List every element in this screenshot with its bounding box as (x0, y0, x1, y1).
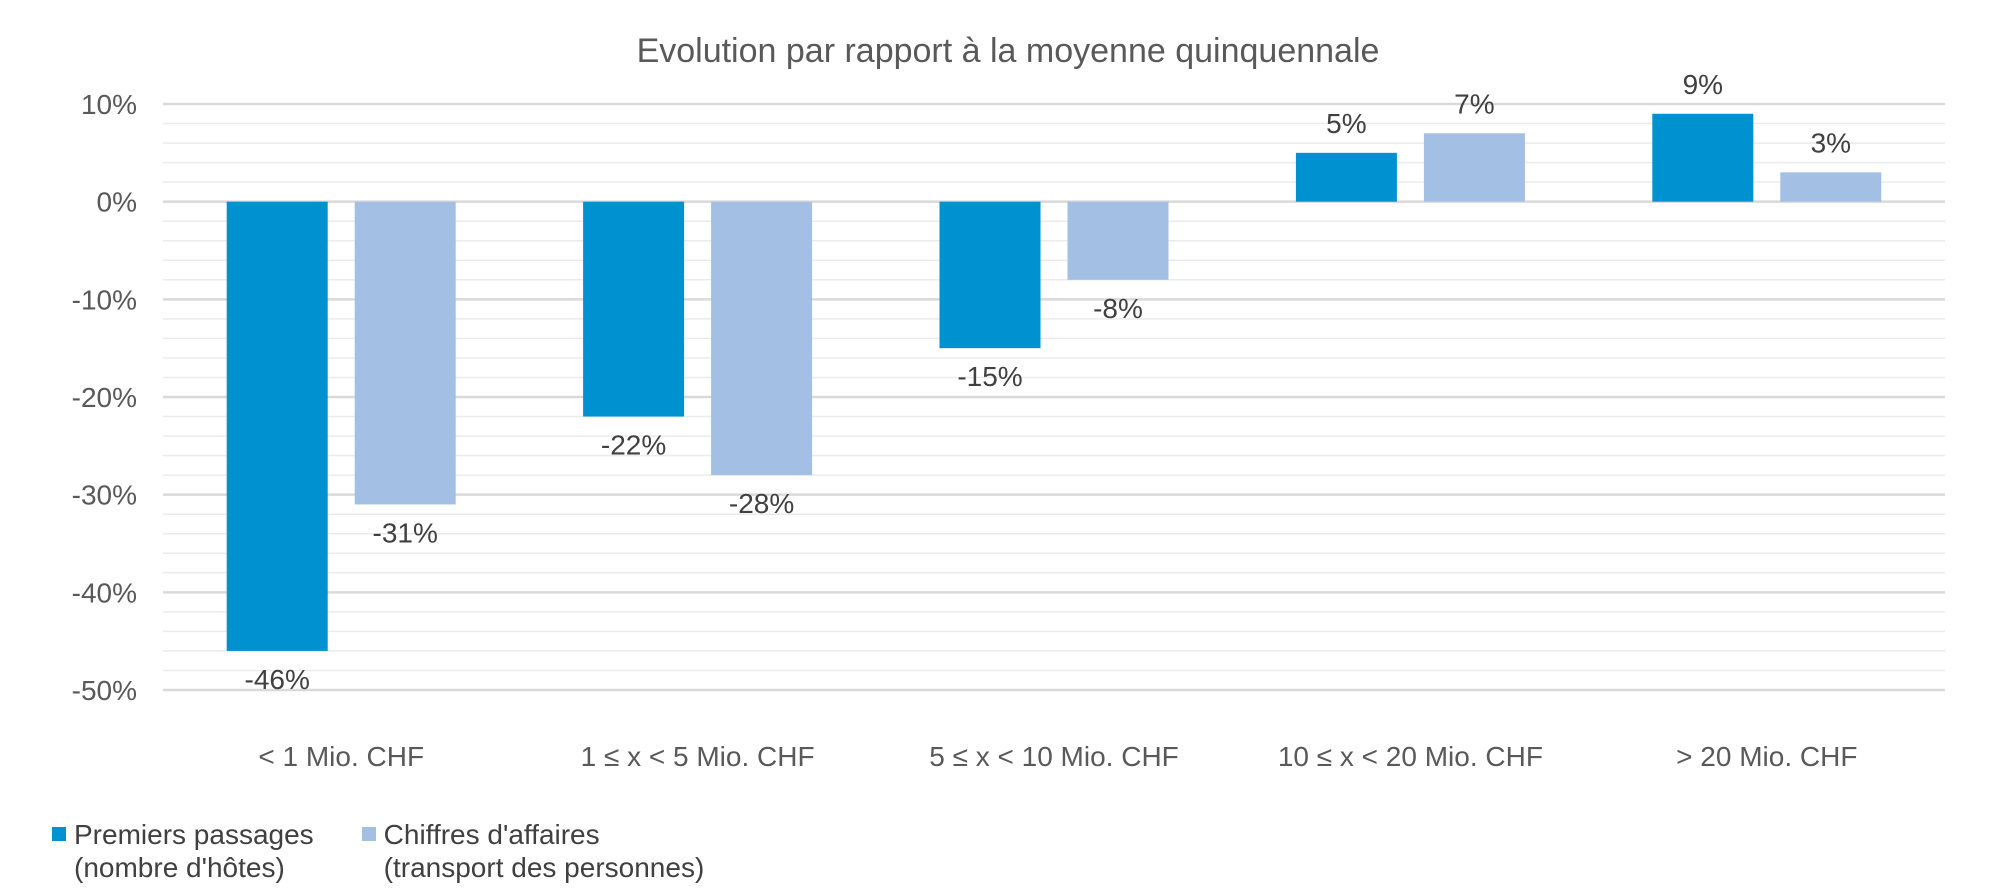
data-label: 3% (1811, 127, 1851, 158)
x-tick-label: 5 ≤ x < 10 Mio. CHF (929, 741, 1179, 772)
data-label: 9% (1683, 69, 1723, 100)
bar (1067, 201, 1169, 280)
y-tick-label: -50% (72, 675, 137, 706)
bar (939, 201, 1041, 349)
legend-item-premiers-passages: Premiers passages (nombre d'hôtes) (52, 818, 314, 884)
legend-label-line: (transport des personnes) (383, 852, 705, 883)
data-label: -46% (245, 664, 310, 695)
bar (354, 201, 456, 505)
bars (226, 113, 1882, 651)
bar (711, 201, 813, 476)
x-tick-label: > 20 Mio. CHF (1676, 741, 1857, 772)
bar (1780, 172, 1882, 202)
data-label: 5% (1326, 108, 1366, 139)
bar (1423, 133, 1525, 202)
legend-item-chiffres-affaires: Chiffres d'affaires (transport des perso… (361, 818, 705, 884)
data-label: -28% (729, 488, 794, 519)
x-tick-label: < 1 Mio. CHF (258, 741, 424, 772)
data-label: 7% (1454, 88, 1494, 119)
legend-label-line: Chiffres d'affaires (383, 819, 600, 850)
x-tick-label: 1 ≤ x < 5 Mio. CHF (581, 741, 815, 772)
x-axis: < 1 Mio. CHF 1 ≤ x < 5 Mio. CHF 5 ≤ x < 10… (258, 741, 1857, 772)
bar (1295, 152, 1397, 202)
legend: Premiers passages (nombre d'hôtes) Chiff… (52, 818, 704, 884)
y-tick-label: -40% (72, 577, 137, 608)
x-tick-label: 10 ≤ x < 20 Mio. CHF (1278, 741, 1543, 772)
y-tick-label: 0% (97, 187, 137, 218)
data-label: -8% (1093, 293, 1143, 324)
data-labels: -46% -31% -22% -28% -15% -8% 5% 7% 9% 3% (245, 69, 1852, 695)
legend-label: Premiers passages (nombre d'hôtes) (74, 818, 314, 884)
y-axis: 10% 0% -10% -20% -30% -40% -50% (72, 89, 137, 706)
legend-swatch-premiers-passages (52, 827, 66, 841)
gridlines (163, 102, 1945, 692)
bar (1652, 113, 1754, 202)
data-label: -31% (373, 517, 438, 548)
y-tick-label: -20% (72, 382, 137, 413)
legend-label-line: (nombre d'hôtes) (74, 852, 285, 883)
data-label: -15% (957, 361, 1022, 392)
legend-swatch-chiffres-affaires (361, 827, 376, 841)
y-tick-label: -30% (72, 480, 137, 511)
data-label: -22% (601, 430, 666, 461)
bar (226, 201, 328, 651)
y-tick-label: -10% (72, 284, 137, 315)
y-tick-label: 10% (81, 89, 137, 120)
legend-label: Chiffres d'affaires (transport des perso… (384, 818, 705, 884)
bar (583, 201, 685, 417)
legend-label-line: Premiers passages (74, 819, 314, 850)
chart-title: Evolution par rapport à la moyenne quinq… (637, 32, 1380, 70)
